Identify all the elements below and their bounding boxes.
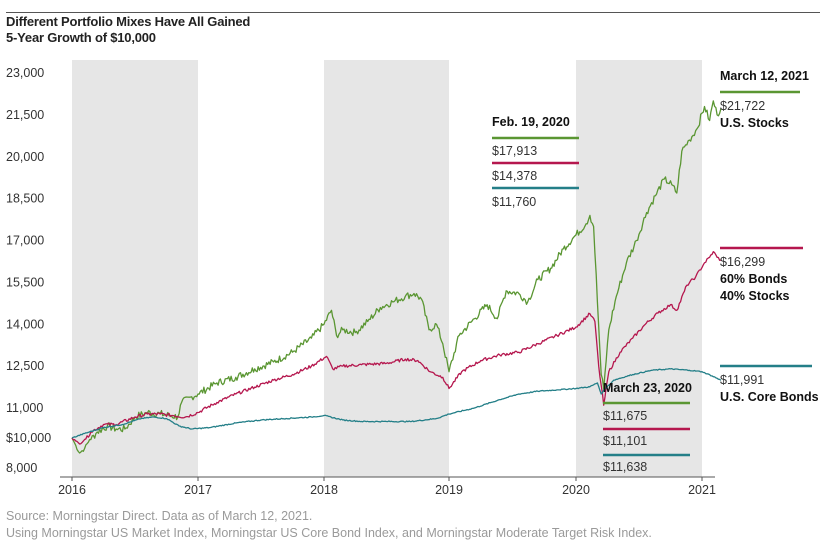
chart-subtitle: 5-Year Growth of $10,000 bbox=[6, 30, 156, 45]
x-tick-label-2020: 2020 bbox=[562, 483, 590, 497]
y-tick-label-12500: 12,500 bbox=[6, 359, 44, 373]
y-tick-label-15500: 15,500 bbox=[6, 275, 44, 289]
annotation-mar-2020-value-stocks: $11,675 bbox=[603, 409, 647, 423]
shaded-band-2018 bbox=[324, 60, 449, 477]
y-tick-label-20000: 20,000 bbox=[6, 150, 44, 164]
annotation-mar-2021-date: March 12, 2021 bbox=[720, 69, 809, 83]
annotation-feb-2020-value-bonds: $11,760 bbox=[492, 195, 536, 209]
top-rule bbox=[6, 12, 820, 13]
x-tick-label-2019: 2019 bbox=[435, 483, 463, 497]
y-tick-label-10000: $10,000 bbox=[6, 431, 51, 445]
series-lines bbox=[71, 100, 722, 454]
annotation-feb-2020-date: Feb. 19, 2020 bbox=[492, 115, 570, 129]
end-value-bonds: $11,991 bbox=[720, 373, 764, 387]
end-value-balanced: $16,299 bbox=[720, 255, 765, 269]
shaded-band-2020 bbox=[576, 60, 702, 477]
y-tick-label-18500: 18,500 bbox=[6, 192, 44, 206]
y-axis-ticks: 23,000 21,500 20,000 18,500 17,000 15,500 14,0… bbox=[6, 66, 51, 475]
x-tick-label-2021: 2021 bbox=[688, 483, 716, 497]
shaded-year-bands bbox=[72, 60, 702, 477]
line-chart: 2016 2017 2018 2019 2020 2021 23,000 21,500 20,… bbox=[6, 60, 819, 497]
shaded-band-2016 bbox=[72, 60, 198, 477]
x-tick-label-2017: 2017 bbox=[184, 483, 212, 497]
x-axis-ticks: 2016 2017 2018 2019 2020 2021 bbox=[58, 477, 716, 497]
x-tick-label-2018: 2018 bbox=[310, 483, 338, 497]
source-note: Source: Morningstar Direct. Data as of M… bbox=[6, 509, 313, 523]
annotation-mar-2020-date: March 23, 2020 bbox=[603, 381, 692, 395]
annotation-mar-2020-value-balanced: $11,101 bbox=[603, 434, 647, 448]
index-note: Using Morningstar US Market Index, Morni… bbox=[6, 526, 652, 540]
y-tick-label-17000: 17,000 bbox=[6, 234, 44, 248]
series-line-bonds bbox=[71, 367, 722, 439]
end-label-stocks: U.S. Stocks bbox=[720, 116, 789, 130]
end-value-stocks: $21,722 bbox=[720, 99, 765, 113]
y-tick-label-23000: 23,000 bbox=[6, 66, 44, 80]
series-line-stocks bbox=[71, 100, 722, 454]
x-tick-label-2016: 2016 bbox=[58, 483, 86, 497]
y-tick-label-14000: 14,000 bbox=[6, 317, 44, 331]
annotations: Feb. 19, 2020 $17,913 $14,378 $11,760 Ma… bbox=[492, 69, 819, 474]
end-label-bonds: U.S. Core Bonds bbox=[720, 390, 819, 404]
annotation-feb-2020-value-stocks: $17,913 bbox=[492, 144, 537, 158]
end-label-balanced-line1: 60% Bonds bbox=[720, 272, 787, 286]
chart-title: Different Portfolio Mixes Have All Gaine… bbox=[6, 14, 251, 29]
y-tick-label-21500: 21,500 bbox=[6, 108, 44, 122]
annotation-feb-2020-value-balanced: $14,378 bbox=[492, 169, 537, 183]
annotation-mar-2020-value-bonds: $11,638 bbox=[603, 460, 647, 474]
y-tick-label-11000: 11,000 bbox=[6, 401, 43, 415]
end-label-balanced-line2: 40% Stocks bbox=[720, 289, 790, 303]
y-tick-label-8000: 8,000 bbox=[6, 461, 37, 475]
series-line-balanced bbox=[71, 251, 721, 445]
